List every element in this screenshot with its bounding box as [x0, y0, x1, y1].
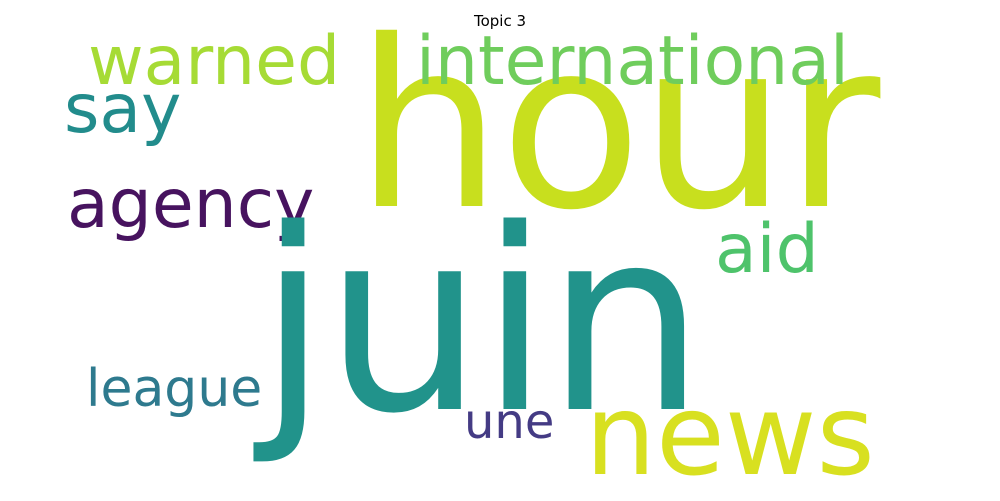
word-news: news — [585, 371, 875, 501]
word-une: une — [464, 394, 555, 450]
word-juin: juin — [258, 176, 705, 469]
word-hour: hour — [355, 0, 880, 261]
word-warned: warned — [88, 22, 341, 101]
word-aid: aid — [715, 210, 819, 289]
word-league: league — [86, 359, 263, 419]
word-agency: agency — [67, 165, 315, 244]
chart-title: Topic 3 — [473, 12, 527, 30]
word-say: say — [64, 70, 182, 149]
word-international: international — [416, 22, 849, 101]
